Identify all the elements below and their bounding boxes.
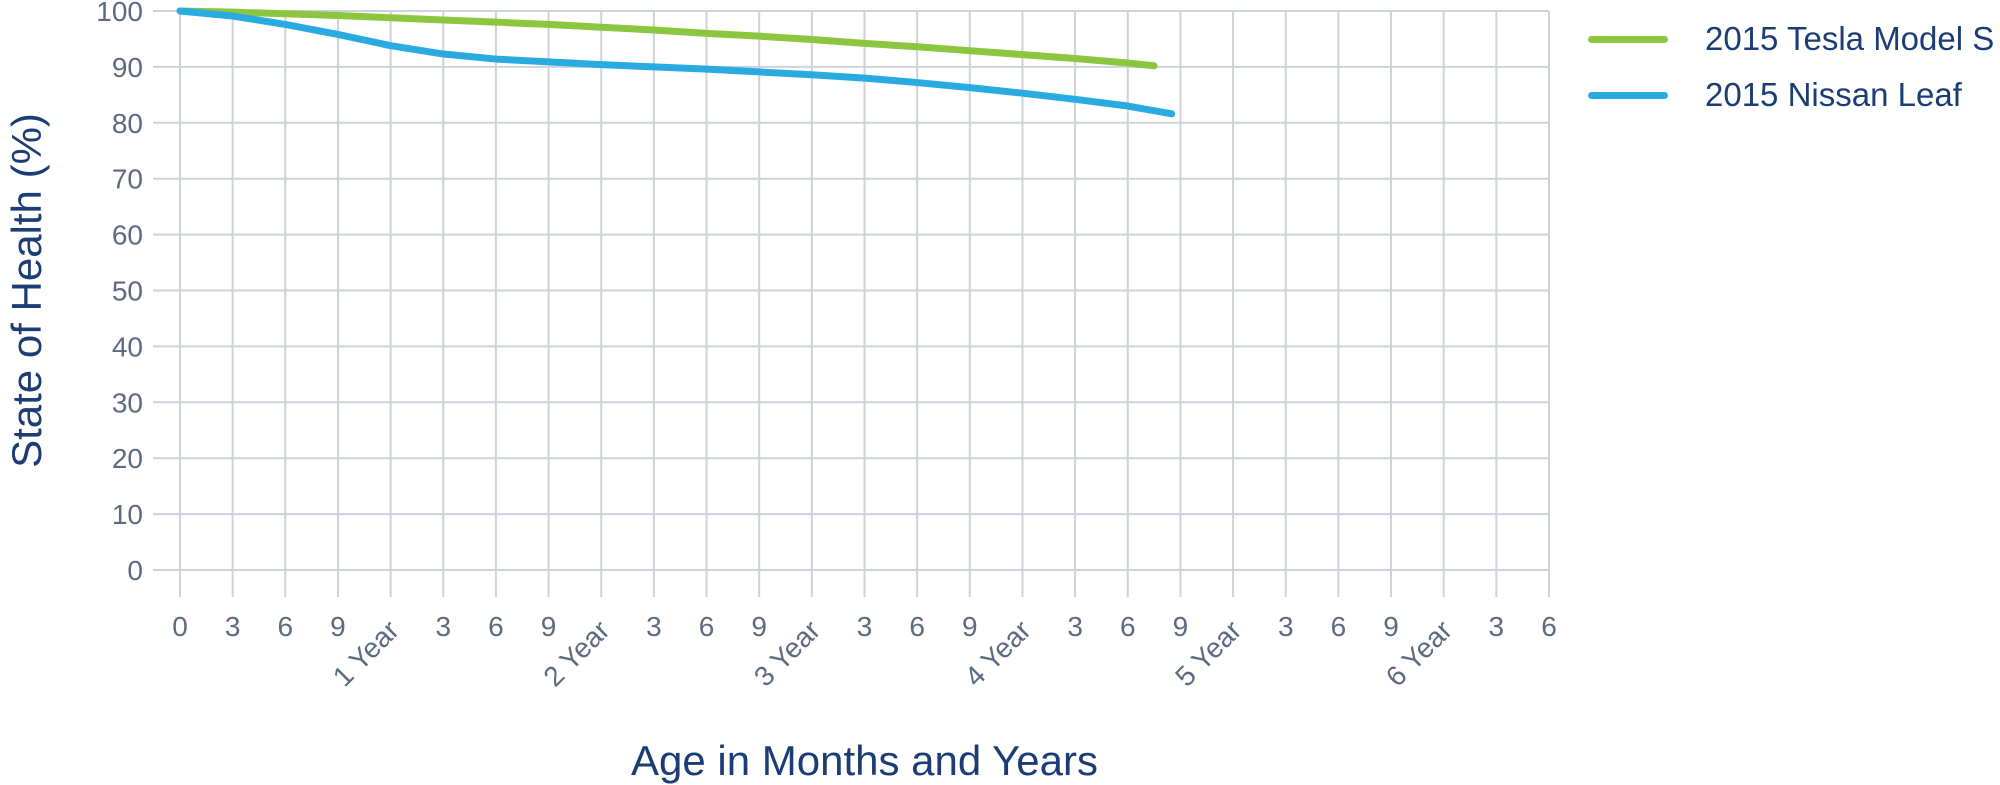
- x-tick-label: 3: [1278, 611, 1294, 642]
- leaf-line-swatch: [1588, 91, 1668, 99]
- y-tick-label: 20: [112, 443, 143, 474]
- y-tick-label: 30: [112, 387, 143, 418]
- x-tick-label: 6: [1120, 611, 1136, 642]
- y-tick-label: 50: [112, 276, 143, 307]
- y-tick-label: 0: [127, 555, 143, 586]
- x-tick-label: 3: [225, 611, 241, 642]
- tesla-line-swatch: [1588, 35, 1668, 43]
- x-tick-label: 9: [1173, 611, 1189, 642]
- legend-item-tesla: 2015 Tesla Model S: [1588, 20, 1994, 58]
- x-tick-label: 6: [909, 611, 925, 642]
- x-tick-label: 9: [1383, 611, 1399, 642]
- x-tick-label: 9: [962, 611, 978, 642]
- series-line-leaf: [176, 7, 1176, 118]
- y-tick-label: 10: [112, 499, 143, 530]
- y-tick-label: 90: [112, 52, 143, 83]
- series-line-tesla: [176, 7, 1158, 70]
- x-tick-label: 3: [1489, 611, 1505, 642]
- x-tick-label: 6: [278, 611, 294, 642]
- x-tick-label: 3: [857, 611, 873, 642]
- legend-label-tesla: 2015 Tesla Model S: [1705, 20, 1995, 57]
- legend-item-leaf: 2015 Nissan Leaf: [1588, 76, 1994, 114]
- y-tick-label: 100: [96, 0, 143, 27]
- x-tick-label: 6: [1541, 611, 1557, 642]
- x-tick-label: 6: [488, 611, 504, 642]
- x-tick-label: 6: [699, 611, 715, 642]
- y-tick-label: 60: [112, 220, 143, 251]
- x-tick-label: 3: [646, 611, 662, 642]
- y-tick-label: 40: [112, 331, 143, 362]
- x-tick-label: 9: [330, 611, 346, 642]
- x-tick-label: 9: [541, 611, 557, 642]
- y-tick-label: 80: [112, 108, 143, 139]
- x-tick-label: 0: [172, 611, 188, 642]
- x-tick-label: 3: [435, 611, 451, 642]
- legend-label-leaf: 2015 Nissan Leaf: [1705, 76, 1962, 113]
- x-axis-title: Age in Months and Years: [630, 737, 1098, 784]
- y-axis-title: State of Health (%): [3, 113, 50, 468]
- x-tick-label: 3: [1067, 611, 1083, 642]
- legend: 2015 Tesla Model S 2015 Nissan Leaf: [1588, 20, 1994, 132]
- x-tick-label: 9: [751, 611, 767, 642]
- y-tick-label: 70: [112, 164, 143, 195]
- x-tick-label: 6: [1331, 611, 1347, 642]
